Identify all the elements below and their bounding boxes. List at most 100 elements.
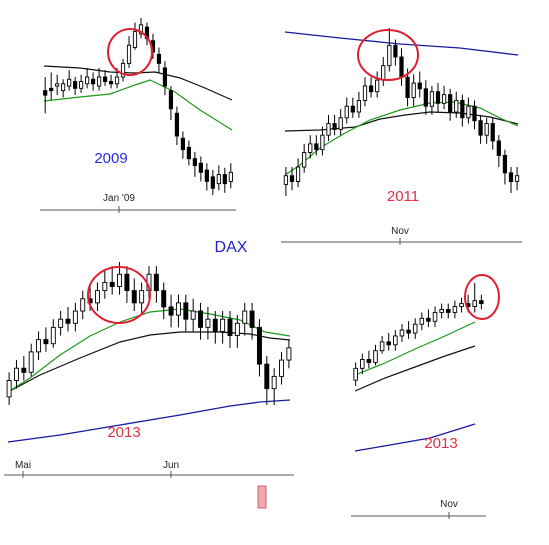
candle-body-up: [6, 380, 12, 398]
candle-body-down: [472, 105, 477, 122]
candle-body-up: [61, 83, 66, 92]
candle-body-down: [49, 87, 54, 92]
candle-body-up: [138, 24, 144, 35]
candle-body-up: [28, 351, 34, 373]
candle-body-up: [484, 123, 489, 136]
candle-body-up: [126, 44, 132, 64]
candle-body-up: [228, 171, 233, 182]
candle-body-down: [156, 53, 162, 64]
candle-body-up: [375, 79, 380, 93]
candle-body-down: [168, 90, 174, 110]
candle-body-down: [289, 175, 295, 182]
candle-body-up: [320, 134, 325, 151]
candle-body-down: [423, 88, 428, 107]
highlight-circle: [357, 29, 419, 81]
panel-2013-nov: [351, 274, 500, 519]
candle-body-up: [94, 290, 100, 304]
candle-body-up: [344, 105, 349, 119]
candle-body-up: [295, 166, 301, 182]
candle-body-down: [426, 317, 431, 322]
candle-body-down: [227, 318, 233, 336]
candle-body-up: [472, 300, 477, 307]
candle-body-up: [379, 341, 385, 352]
candle-body-down: [448, 94, 453, 113]
candle-body-down: [256, 326, 262, 365]
candle-body-up: [302, 152, 307, 168]
candle-body-up: [429, 91, 435, 107]
candle-body-up: [283, 175, 289, 185]
fast-ma-line: [354, 321, 476, 376]
candle-body-down: [183, 302, 189, 320]
year-label-2009: 2009: [94, 150, 127, 167]
panel-2013-may-jun: [4, 262, 294, 478]
candle-body-up: [454, 99, 459, 113]
candle-body-down: [314, 143, 319, 151]
candle-body-down: [479, 300, 484, 305]
candle-body-up: [441, 94, 447, 104]
xtick-jan09: Jan '09: [103, 193, 135, 204]
candle-body-up: [96, 76, 102, 87]
candle-body-up: [190, 310, 196, 320]
candle-body-up: [271, 375, 277, 390]
candle-body-up: [80, 298, 86, 312]
candle-body-up: [459, 303, 464, 307]
candle-body-up: [120, 62, 126, 78]
candle-body-down: [386, 341, 392, 346]
candle-body-down: [405, 76, 410, 98]
candle-body-up: [419, 317, 425, 325]
candle-body-up: [452, 306, 458, 313]
candle-body-up: [220, 318, 226, 332]
candle-body-up: [308, 143, 313, 154]
candle-body-up: [36, 339, 42, 353]
panel-2011: [281, 28, 522, 245]
candle-body-up: [356, 99, 362, 113]
candle-body-down: [198, 310, 204, 328]
candle-body-up: [338, 117, 343, 130]
candle-body-up: [58, 318, 64, 328]
candle-body-up: [439, 309, 444, 313]
candle-body-up: [411, 82, 416, 98]
panel-2009: [40, 18, 236, 213]
candle-body-down: [180, 137, 186, 151]
candle-body-up: [326, 123, 331, 136]
candle-body-down: [186, 146, 191, 160]
candle-body-up: [360, 359, 365, 369]
candle-body-up: [132, 31, 138, 48]
candle-body-up: [432, 311, 438, 322]
candle-body-down: [198, 162, 203, 173]
candle-body-down: [435, 91, 441, 104]
candle-body-down: [490, 123, 495, 142]
candle-body-down: [162, 67, 168, 87]
candle-body-up: [362, 85, 368, 101]
dax-title: DAX: [215, 239, 248, 256]
candle-body-down: [496, 140, 501, 156]
candle-body-down: [65, 318, 71, 324]
candle-body-up: [242, 310, 248, 324]
candle-body-down: [124, 273, 130, 292]
year-label-2013-left: 2013: [107, 424, 140, 441]
candle-body-up: [72, 310, 78, 324]
candle-body-down: [350, 105, 355, 113]
candle-body-down: [508, 172, 514, 182]
candle-body-down: [445, 309, 451, 313]
candle-body-down: [212, 318, 218, 332]
candle-body-down: [399, 56, 404, 78]
candle-body-down: [460, 99, 465, 119]
candle-body-down: [174, 112, 180, 137]
highlight-circle: [464, 274, 500, 320]
candle-body-up: [50, 326, 56, 345]
candle-body-down: [502, 154, 508, 174]
candle-body-up: [205, 318, 211, 328]
long-ma-line: [7, 399, 291, 443]
long-ma-line: [354, 423, 476, 452]
candle-body-down: [102, 76, 108, 82]
candle-body-down: [168, 306, 174, 316]
fast-ma-line: [43, 79, 233, 131]
candle-body-up: [399, 329, 405, 337]
candle-body-down: [108, 81, 114, 85]
candle-body-up: [234, 322, 240, 336]
candle-body-up: [175, 302, 181, 316]
candle-body-down: [161, 290, 167, 308]
candle-body-up: [67, 78, 72, 87]
